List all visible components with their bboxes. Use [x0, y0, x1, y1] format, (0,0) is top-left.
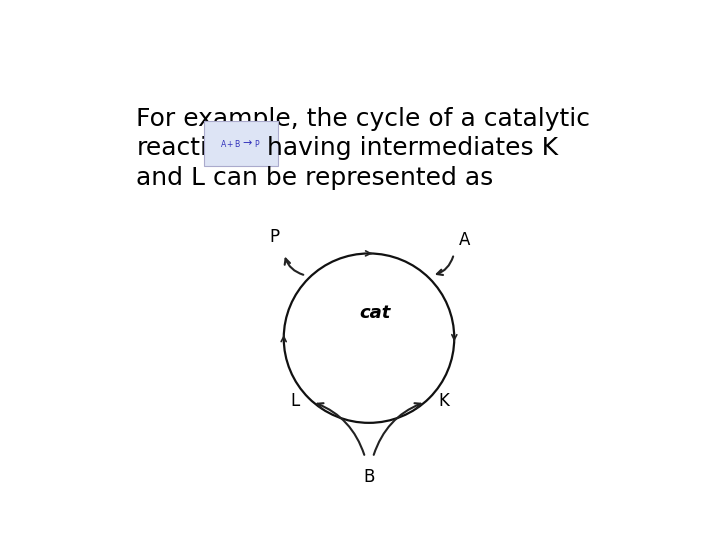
Text: For example, the cycle of a catalytic: For example, the cycle of a catalytic: [137, 107, 590, 131]
Text: L: L: [290, 392, 300, 410]
Text: $\mathregular{_{A+B}}$$\mathregular{\rightarrow}$$\mathregular{_{P}}$: $\mathregular{_{A+B}}$$\mathregular{\rig…: [220, 138, 261, 150]
Text: having intermediates K: having intermediates K: [266, 137, 558, 160]
Text: cat: cat: [359, 303, 391, 322]
Text: K: K: [438, 392, 449, 410]
Text: and L can be represented as: and L can be represented as: [137, 166, 494, 190]
Text: P: P: [269, 228, 279, 246]
Text: B: B: [364, 468, 374, 487]
Text: reaction: reaction: [137, 137, 238, 160]
Text: A: A: [459, 231, 470, 249]
